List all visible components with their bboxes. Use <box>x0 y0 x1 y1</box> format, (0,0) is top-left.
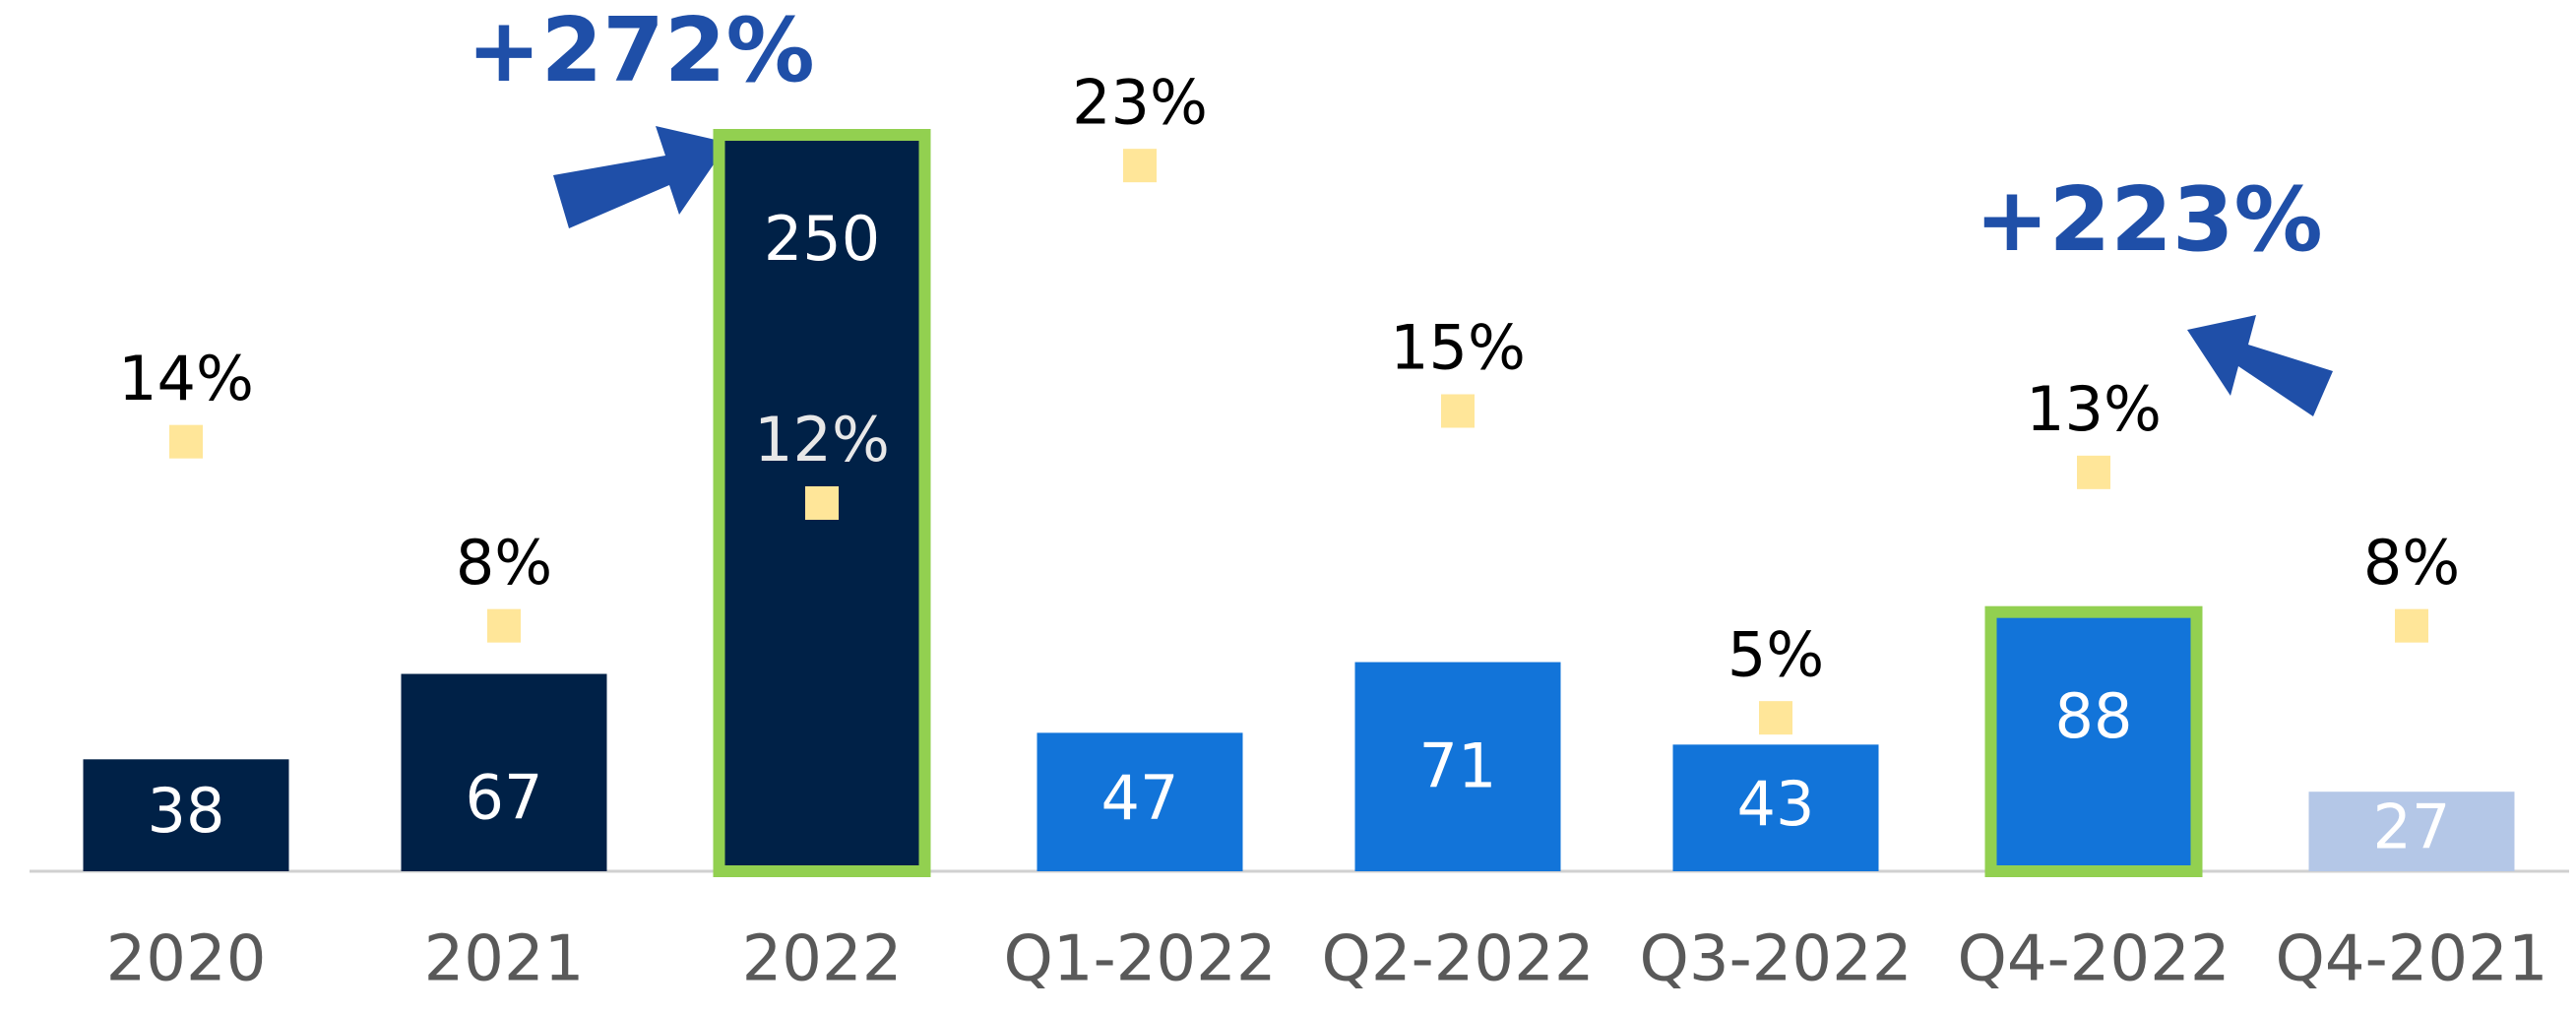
value-label: 71 <box>1419 730 1497 802</box>
x-tick-label: 2020 <box>106 923 267 996</box>
value-label: 250 <box>764 203 880 275</box>
value-label: 38 <box>148 775 225 847</box>
marker <box>805 486 839 520</box>
bar <box>1984 605 2203 877</box>
x-tick-label: Q4-2021 <box>2275 923 2547 996</box>
marker <box>2395 608 2428 643</box>
marker <box>1441 394 1475 428</box>
arrow <box>2187 315 2333 416</box>
marker <box>169 424 203 459</box>
annotation: +272% <box>467 0 814 102</box>
percent-label: 5% <box>1728 618 1824 690</box>
percent-label: 23% <box>1072 66 1208 138</box>
marker <box>1123 149 1157 183</box>
value-label: 27 <box>2373 792 2451 863</box>
bar <box>2308 792 2515 871</box>
bar <box>83 759 289 871</box>
value-label: 67 <box>466 762 543 834</box>
percent-label: 13% <box>2026 373 2162 445</box>
x-tick-label: 2021 <box>424 923 585 996</box>
value-label: 47 <box>1101 762 1179 834</box>
bar <box>1037 732 1243 871</box>
bar <box>401 673 607 871</box>
marker <box>2077 455 2110 489</box>
x-tick-label: 2022 <box>742 923 903 996</box>
value-label: 43 <box>1737 768 1815 840</box>
marker <box>487 608 521 643</box>
x-tick-label: Q4-2022 <box>1957 923 2230 996</box>
marker <box>1759 701 1792 735</box>
percent-label: 14% <box>118 343 254 414</box>
arrow <box>553 126 728 228</box>
bar <box>1672 744 1879 871</box>
x-tick-label: Q3-2022 <box>1639 923 1912 996</box>
percent-label: 12% <box>754 404 890 475</box>
x-tick-label: Q1-2022 <box>1003 923 1276 996</box>
percent-label: 8% <box>2363 527 2460 599</box>
percent-label: 15% <box>1390 312 1526 384</box>
value-label: 88 <box>2055 680 2133 752</box>
x-tick-label: Q2-2022 <box>1321 923 1594 996</box>
percent-label: 8% <box>456 527 552 599</box>
bar <box>1354 662 1561 871</box>
annotation: +223% <box>1975 168 2322 272</box>
